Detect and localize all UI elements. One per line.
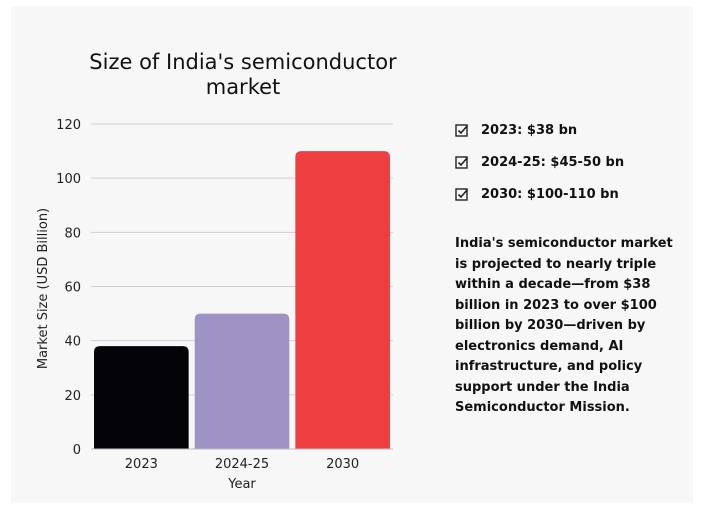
y-tick-label: 120 bbox=[56, 118, 81, 133]
y-tick-label: 80 bbox=[64, 226, 81, 241]
checkbox-icon bbox=[455, 123, 469, 137]
highlight-item: 2023: $38 bn bbox=[455, 114, 624, 146]
y-tick-label: 60 bbox=[64, 281, 81, 296]
x-tick-label: 2023 bbox=[125, 457, 158, 472]
bar bbox=[94, 346, 189, 449]
y-tick-label: 20 bbox=[64, 389, 81, 404]
highlights-list: 2023: $38 bn 2024-25: $45-50 bn 2030: $1… bbox=[455, 114, 624, 210]
x-tick-label: 2030 bbox=[326, 457, 359, 472]
highlight-text: 2023: $38 bn bbox=[481, 122, 578, 138]
bar bbox=[194, 313, 290, 449]
y-tick-label: 100 bbox=[56, 172, 81, 187]
bar bbox=[295, 151, 390, 450]
x-axis-title: Year bbox=[227, 477, 256, 492]
x-tick-label: 2024-25 bbox=[215, 457, 269, 472]
y-tick-label: 40 bbox=[64, 335, 81, 350]
highlight-item: 2030: $100-110 bn bbox=[455, 178, 624, 210]
highlight-text: 2030: $100-110 bn bbox=[481, 186, 619, 202]
highlight-item: 2024-25: $45-50 bn bbox=[455, 146, 624, 178]
y-axis-title: Market Size (USD Billion) bbox=[36, 208, 51, 369]
chart-title: Size of India's semiconductor market bbox=[89, 50, 397, 99]
y-tick-label: 0 bbox=[73, 443, 81, 458]
checkbox-icon bbox=[455, 155, 469, 169]
checkbox-icon bbox=[455, 187, 469, 201]
highlight-text: 2024-25: $45-50 bn bbox=[481, 154, 625, 170]
summary-text: India's semiconductor market is projecte… bbox=[455, 236, 673, 415]
